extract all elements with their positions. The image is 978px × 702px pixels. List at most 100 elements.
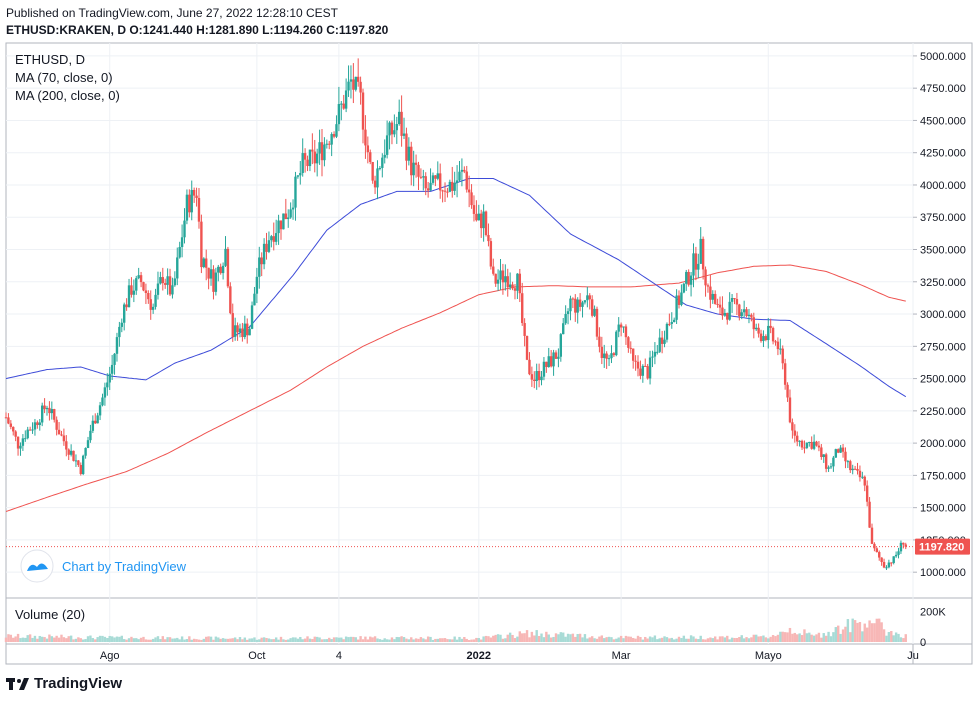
price-tick-label: 4000.000	[920, 180, 966, 192]
volume-bar	[101, 635, 104, 642]
volume-bar	[388, 639, 391, 642]
candle-body	[757, 327, 760, 334]
candle-body	[528, 359, 531, 375]
volume-bar	[429, 636, 432, 642]
candle-body	[733, 298, 736, 300]
legend-ma200[interactable]: MA (200, close, 0)	[15, 88, 120, 103]
candle-body	[713, 293, 717, 304]
volume-bar	[7, 634, 10, 642]
price-tick-label: 4500.000	[920, 115, 966, 127]
candle-body	[110, 364, 114, 374]
volume-bar	[636, 635, 640, 642]
candle-body	[84, 448, 87, 456]
volume-bar	[55, 635, 58, 642]
footer-logo[interactable]: TradingView	[6, 675, 122, 692]
candle-body	[282, 213, 285, 230]
candle-body	[393, 130, 396, 135]
candle-body	[477, 213, 480, 221]
candle-body	[861, 476, 864, 478]
candle-body	[180, 237, 184, 248]
candle-body	[200, 221, 203, 268]
volume-bar	[103, 636, 107, 642]
volume-bar	[521, 633, 524, 642]
candle-body	[501, 270, 505, 283]
volume-bar	[115, 636, 119, 642]
candle-body	[798, 440, 801, 442]
volume-bar	[108, 635, 111, 642]
legend-ma70[interactable]: MA (70, close, 0)	[15, 70, 113, 85]
volume-bar	[248, 638, 251, 642]
candle-body	[726, 312, 729, 320]
candle-body	[188, 194, 191, 213]
price-tick-label: 4750.000	[920, 83, 966, 95]
volume-bar	[771, 635, 775, 642]
volume-bar	[837, 625, 840, 642]
volume-bar	[853, 620, 857, 642]
volume-bar	[270, 639, 273, 642]
volume-bar	[812, 635, 816, 642]
volume-bar	[508, 632, 512, 642]
candle-body	[120, 322, 123, 327]
watermark-text[interactable]: Chart by TradingView	[62, 559, 187, 574]
candle-body	[376, 168, 379, 188]
candle-body	[615, 331, 618, 356]
candle-body	[101, 397, 104, 406]
candle-body	[45, 407, 49, 410]
candle-body	[241, 328, 244, 338]
volume-bar	[57, 637, 61, 642]
volume-bar	[147, 639, 150, 642]
candle-body	[443, 190, 447, 192]
candle-body	[658, 337, 661, 352]
volume-bar	[91, 638, 95, 642]
volume-bar	[513, 638, 517, 642]
candle-body	[545, 361, 548, 368]
volume-bar	[841, 629, 845, 642]
candle-body	[378, 167, 382, 169]
candle-body	[301, 153, 304, 174]
candle-body	[296, 175, 300, 177]
candle-body	[677, 295, 681, 305]
volume-bar	[619, 635, 623, 642]
volume-bar	[291, 637, 295, 642]
candle-body	[364, 129, 367, 146]
candle-body	[552, 352, 555, 367]
candle-body	[569, 298, 572, 312]
volume-bar	[706, 638, 710, 642]
footer-brand: TradingView	[34, 675, 123, 692]
candle-body	[407, 146, 411, 161]
candle-body	[786, 384, 789, 398]
volume-bar	[687, 638, 690, 642]
volume-legend[interactable]: Volume (20)	[15, 607, 85, 622]
candle-body	[412, 162, 415, 176]
volume-bar	[711, 638, 714, 642]
candle-body	[598, 336, 601, 347]
symbol-line: ETHUSD:KRAKEN, D	[6, 23, 126, 37]
volume-bar	[482, 636, 485, 642]
candle-body	[253, 293, 256, 306]
candle-body	[868, 501, 871, 528]
volume-bar	[757, 636, 760, 642]
candle-body	[849, 461, 852, 471]
candle-body	[217, 266, 220, 273]
close-value: 1197.820	[338, 23, 389, 37]
candle-body	[603, 353, 606, 358]
candle-body	[330, 134, 333, 145]
candle-body	[337, 103, 341, 125]
candle-body	[576, 299, 579, 313]
volume-bar	[868, 620, 871, 642]
volume-bar	[875, 618, 879, 642]
volume-bar	[118, 636, 121, 642]
candle-body	[366, 145, 370, 153]
volume-bar	[364, 636, 367, 642]
volume-bar	[574, 636, 577, 642]
volume-bar	[470, 639, 473, 642]
candle-body	[422, 176, 425, 178]
tradingview-watermark[interactable]: Chart by TradingView	[20, 549, 187, 583]
candle-body	[402, 133, 406, 136]
volume-bar	[197, 639, 201, 642]
candle-body	[122, 304, 126, 323]
volume-bar	[716, 639, 719, 642]
candle-body	[653, 351, 657, 357]
volume-bar	[154, 637, 157, 642]
